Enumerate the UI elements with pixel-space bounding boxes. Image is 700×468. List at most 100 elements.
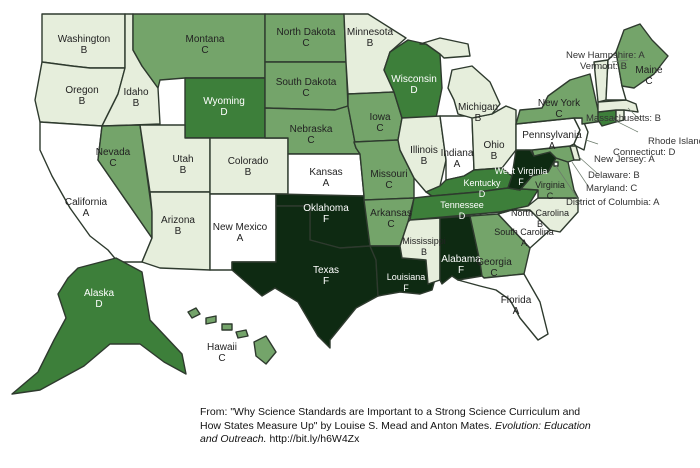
state-grade-ne: C — [307, 135, 314, 146]
state-name-ia: Iowa — [369, 112, 391, 123]
state-name-ne: Nebraska — [290, 124, 333, 135]
state-name-in: Indiana — [441, 148, 474, 159]
state-grade-la: F — [403, 283, 409, 293]
state-name-wv: West Virginia — [495, 166, 548, 176]
state-grade-or: B — [79, 96, 86, 107]
state-grade-mi: B — [475, 113, 482, 124]
state-grade-ak: D — [95, 299, 102, 310]
state-grade-co: B — [245, 167, 252, 178]
state-grade-wi: D — [410, 85, 417, 96]
state-name-tn: Tennessee — [440, 200, 484, 210]
state-name-il: Illinois — [410, 145, 438, 156]
state-grade-nc: B — [537, 219, 543, 229]
state-name-nd: North Dakota — [277, 27, 336, 38]
state-grade-wa: B — [81, 45, 88, 56]
state-name-ms: Mississippi — [402, 236, 446, 246]
state-name-nv: Nevada — [96, 147, 131, 158]
state-grade-hi: C — [218, 353, 225, 364]
state-MI-UP — [419, 37, 471, 59]
state-label-vt: Vermont: B — [580, 61, 627, 72]
state-grade-va: C — [547, 191, 554, 201]
state-grade-sd: C — [302, 88, 309, 99]
citation: From: "Why Science Standards are Importa… — [200, 406, 600, 447]
state-grade-id: B — [133, 98, 140, 109]
state-name-or: Oregon — [65, 85, 98, 96]
state-name-sd: South Dakota — [276, 77, 337, 88]
state-grade-mn: B — [367, 38, 374, 49]
state-name-ga: Georgia — [476, 257, 512, 268]
state-MT — [132, 13, 266, 89]
state-name-ks: Kansas — [309, 167, 342, 178]
state-name-az: Arizona — [161, 215, 195, 226]
state-FL — [457, 273, 549, 341]
state-grade-fl: A — [513, 306, 520, 317]
state-name-tx: Texas — [313, 265, 339, 276]
state-grade-in: A — [454, 159, 461, 170]
state-AK — [11, 257, 187, 395]
us-map: WashingtonBOregonBCaliforniaAIdahoBNevad… — [11, 13, 700, 395]
state-name-al: Alabama — [441, 254, 481, 265]
state-grade-mo: C — [385, 180, 392, 191]
state-label-md: Maryland: C — [586, 183, 637, 194]
state-name-mn: Minnesota — [347, 27, 394, 38]
state-name-mt: Montana — [186, 34, 225, 45]
state-name-ut: Utah — [172, 154, 193, 165]
state-name-la: Louisiana — [387, 272, 426, 282]
state-label-nh: New Hampshire: A — [566, 50, 645, 61]
state-name-wa: Washington — [58, 34, 110, 45]
state-name-id: Idaho — [123, 87, 148, 98]
state-grade-nv: C — [109, 158, 116, 169]
state-grade-al: F — [458, 265, 464, 276]
state-name-mi: Michigan — [458, 102, 498, 113]
state-grade-wy: D — [220, 107, 227, 118]
state-grade-me: C — [645, 76, 652, 87]
state-grade-ut: B — [180, 165, 187, 176]
state-grade-mt: C — [201, 45, 208, 56]
leader-lines — [555, 59, 641, 203]
state-MI — [447, 65, 501, 119]
state-grade-wv: F — [518, 177, 524, 187]
state-grade-ar: C — [387, 219, 394, 230]
state-MA — [597, 99, 639, 113]
state-name-ar: Arkansas — [370, 208, 412, 219]
state-WI — [383, 39, 443, 119]
state-name-nc: North Carolina — [511, 208, 569, 218]
state-grade-az: B — [175, 226, 182, 237]
state-grade-nd: C — [302, 38, 309, 49]
state-NH — [605, 51, 627, 101]
state-name-nm: New Mexico — [213, 222, 268, 233]
citation-text: From: "Why Science Standards are Importa… — [200, 406, 581, 432]
state-TX — [231, 205, 379, 349]
state-label-ma: Massachusetts: B — [586, 113, 661, 124]
state-name-pa: Pennsylvania — [522, 130, 582, 141]
state-grade-ga: C — [490, 268, 497, 279]
state-name-co: Colorado — [228, 156, 269, 167]
state-grade-oh: B — [491, 151, 498, 162]
state-grade-ia: C — [376, 123, 383, 134]
state-label-dc: District of Columbia: A — [566, 197, 660, 208]
state-name-ak: Alaska — [84, 288, 114, 299]
state-name-ok: Oklahoma — [303, 203, 349, 214]
state-grade-ky: D — [479, 189, 486, 199]
state-label-ct: Connecticut: D — [613, 147, 675, 158]
state-name-ky: Kentucky — [463, 178, 501, 188]
state-label-nj: New Jersey: A — [594, 154, 655, 165]
state-ME — [615, 23, 669, 89]
state-name-fl: Florida — [501, 295, 532, 306]
state-grade-ks: A — [323, 178, 330, 189]
state-grade-tx: F — [323, 276, 329, 287]
state-grade-ny: C — [555, 109, 562, 120]
state-name-hi: Hawaii — [207, 342, 237, 353]
state-name-me: Maine — [635, 65, 663, 76]
state-grade-nm: A — [237, 233, 244, 244]
state-name-oh: Ohio — [483, 140, 505, 151]
state-grade-tn: D — [459, 211, 466, 221]
state-grade-il: B — [421, 156, 428, 167]
citation-link[interactable]: http://bit.ly/h6W4Zx — [269, 433, 360, 445]
state-label-de: Delaware: B — [588, 170, 640, 181]
state-name-mo: Missouri — [370, 169, 407, 180]
state-grade-pa: A — [549, 141, 556, 152]
state-name-ny: New York — [538, 98, 581, 109]
state-labels: WashingtonBOregonBCaliforniaAIdahoBNevad… — [58, 27, 700, 364]
state-name-wi: Wisconsin — [391, 74, 437, 85]
